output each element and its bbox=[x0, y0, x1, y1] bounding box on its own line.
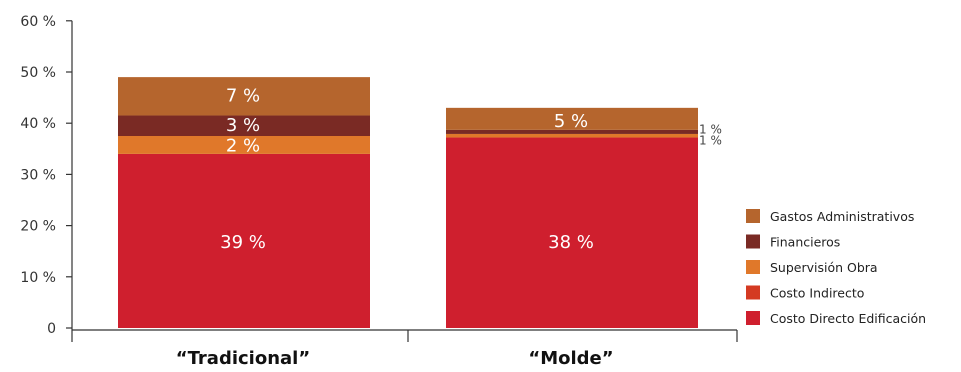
bar-segment bbox=[446, 137, 698, 328]
bar-segment bbox=[118, 153, 370, 328]
y-tick-label: 20 % bbox=[20, 219, 56, 235]
category-label: “Molde” bbox=[528, 348, 613, 369]
legend-label: Costo Directo Edificación bbox=[770, 311, 926, 326]
data-label: 39 % bbox=[220, 232, 266, 253]
legend-label: Supervisión Obra bbox=[770, 260, 878, 275]
bar-segment bbox=[446, 107, 698, 130]
data-labels: 39 % 2 %3 % 7 % 38 % 5 % 1 %1 % bbox=[220, 86, 722, 253]
bar-segment bbox=[446, 129, 698, 134]
data-label: 5 % bbox=[554, 111, 588, 132]
y-tick-label: 40 % bbox=[20, 116, 56, 132]
category-label: “Tradicional” bbox=[176, 348, 310, 369]
y-tick-label: 10 % bbox=[20, 270, 56, 286]
y-tick-label: 30 % bbox=[20, 167, 56, 183]
y-tick-label: 60 % bbox=[20, 14, 56, 30]
legend-swatch bbox=[746, 209, 760, 223]
legend-label: Gastos Administrativos bbox=[770, 209, 914, 224]
data-label: 1 % bbox=[699, 134, 722, 148]
legend-swatch bbox=[746, 234, 760, 249]
legend-swatch bbox=[746, 311, 760, 325]
axes: 0 10 % 20 % 30 % 40 % 50 % 60 % “Tradicional” “M… bbox=[20, 14, 738, 369]
bar-segment bbox=[446, 133, 698, 138]
data-label: 3 % bbox=[226, 115, 260, 136]
legend-label: Financieros bbox=[770, 235, 840, 250]
bars bbox=[118, 77, 698, 328]
bar-segment bbox=[118, 115, 370, 136]
bar-segment bbox=[118, 77, 370, 116]
y-tick-label: 50 % bbox=[20, 65, 56, 81]
legend-swatch bbox=[746, 285, 760, 300]
data-label: 1 % bbox=[699, 122, 722, 136]
data-label: 38 % bbox=[548, 232, 594, 253]
data-label: 7 % bbox=[226, 86, 260, 107]
legend: Gastos Administrativos Financieros Supervi… bbox=[746, 209, 926, 326]
y-tick-label: 0 bbox=[47, 321, 56, 337]
legend-swatch bbox=[746, 260, 760, 274]
legend-label: Costo Indirecto bbox=[770, 286, 864, 301]
bar-segment bbox=[118, 136, 370, 154]
data-label: 2 % bbox=[226, 136, 260, 157]
